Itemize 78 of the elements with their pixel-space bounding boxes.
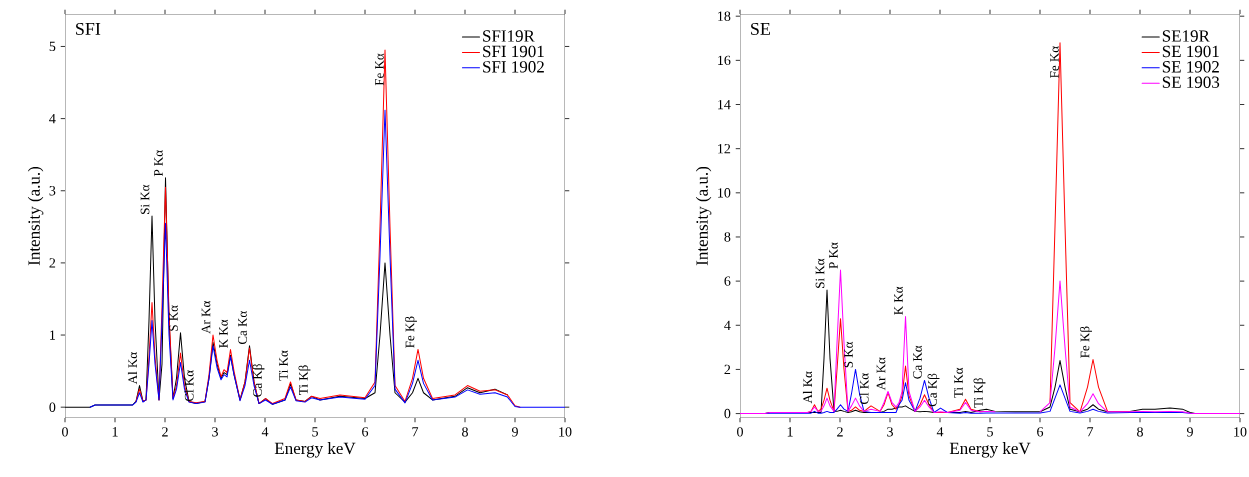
legend-label: SFI 1901 [483, 45, 544, 58]
line-series [89, 109, 566, 408]
annotation: Si Kα [140, 184, 150, 214]
y-tick-label: 18 [718, 11, 731, 21]
annotation: S Kα [169, 305, 178, 331]
annotation: Ti Kα [279, 350, 288, 381]
x-tick-label: 4 [936, 427, 944, 437]
y-tick-label: 8 [724, 232, 731, 242]
x-tick-label: 1 [112, 427, 118, 437]
x-tick-label: 6 [362, 427, 369, 437]
y-tick-label: 16 [718, 55, 731, 66]
annotation: K Kα [894, 286, 903, 315]
x-tick-label: 5 [987, 427, 993, 437]
y-tick-label: 4 [49, 113, 56, 124]
x-tick-label: 8 [1137, 427, 1143, 437]
x-tick-label: 7 [412, 427, 419, 437]
annotation: Ca Kβ [927, 373, 940, 407]
legend-label: SE 1901 [1162, 45, 1219, 58]
x-tick-label: 3 [887, 427, 893, 437]
legend-label: SFI 1902 [483, 61, 544, 73]
annotation: Ti Kβ [298, 365, 311, 395]
y-tick-label: 12 [718, 144, 731, 154]
annotation: Fe Kβ [1080, 326, 1092, 358]
legend-label: SE19R [1162, 30, 1210, 42]
annotation: Fe Kα [1050, 46, 1059, 78]
y-tick-label: 1 [50, 330, 56, 340]
x-axis-title: Energy keV [274, 442, 356, 458]
annotation: Al Kα [127, 352, 138, 385]
x-tick-label: 9 [511, 427, 518, 437]
x-tick-label: 7 [1087, 427, 1094, 437]
annotation: Ti Kα [954, 367, 963, 398]
annotation: Cl Kα [184, 370, 194, 402]
annotation: Al Kα [802, 371, 813, 404]
x-tick-label: 0 [737, 427, 743, 437]
x-tick-label: 2 [162, 427, 168, 437]
x-tick-label: 6 [1037, 427, 1044, 437]
annotation: Ar Kα [876, 357, 886, 391]
x-tick-label: 10 [559, 427, 572, 437]
legend-label: SFI19R [483, 30, 535, 42]
annotation: Ca Kβ [252, 364, 265, 397]
x-tick-label: 2 [837, 427, 843, 437]
annotation: P Kα [154, 150, 163, 177]
x-tick-label: 0 [62, 427, 68, 437]
annotation: Si Kα [815, 258, 825, 288]
y-tick-label: 2 [724, 364, 731, 375]
annotation: Ca Kα [913, 345, 922, 379]
x-tick-label: 10 [1234, 427, 1247, 437]
legend-label: SE 1903 [1162, 76, 1220, 88]
y-tick-label: 6 [724, 276, 731, 286]
x-axis-title: Energy keV [949, 442, 1031, 458]
annotation: Ti Kβ [973, 378, 986, 408]
x-tick-label: 3 [212, 427, 218, 437]
x-tick-label: 8 [462, 427, 468, 437]
x-tick-label: 4 [261, 427, 269, 437]
legend-label: SE 1902 [1162, 61, 1219, 73]
y-axis-title: Intensity (a.u.) [27, 166, 44, 266]
annotation: K Kα [219, 319, 228, 348]
annotation: Ca Kα [238, 311, 247, 345]
x-tick-label: 9 [1186, 427, 1193, 437]
chart-title: SFI [76, 22, 101, 35]
y-tick-label: 4 [724, 320, 731, 330]
y-tick-label: 0 [49, 402, 56, 412]
chart-title: SE [751, 22, 770, 35]
y-tick-label: 14 [718, 99, 731, 110]
y-tick-label: 10 [718, 188, 731, 198]
y-tick-label: 5 [49, 41, 56, 52]
x-tick-label: 1 [787, 427, 793, 437]
annotation: Fe Kα [375, 53, 384, 86]
x-tick-label: 5 [312, 427, 318, 437]
y-tick-label: 0 [724, 408, 731, 419]
annotation: Cl Kα [859, 373, 869, 405]
annotation: Ar Kα [201, 300, 211, 334]
annotation: Fe Kβ [405, 316, 417, 348]
y-tick-label: 3 [49, 186, 56, 196]
annotation: P Kα [829, 242, 838, 269]
annotation: S Kα [844, 341, 853, 368]
y-tick-label: 2 [49, 258, 56, 268]
y-axis-title: Intensity (a.u.) [695, 166, 712, 266]
